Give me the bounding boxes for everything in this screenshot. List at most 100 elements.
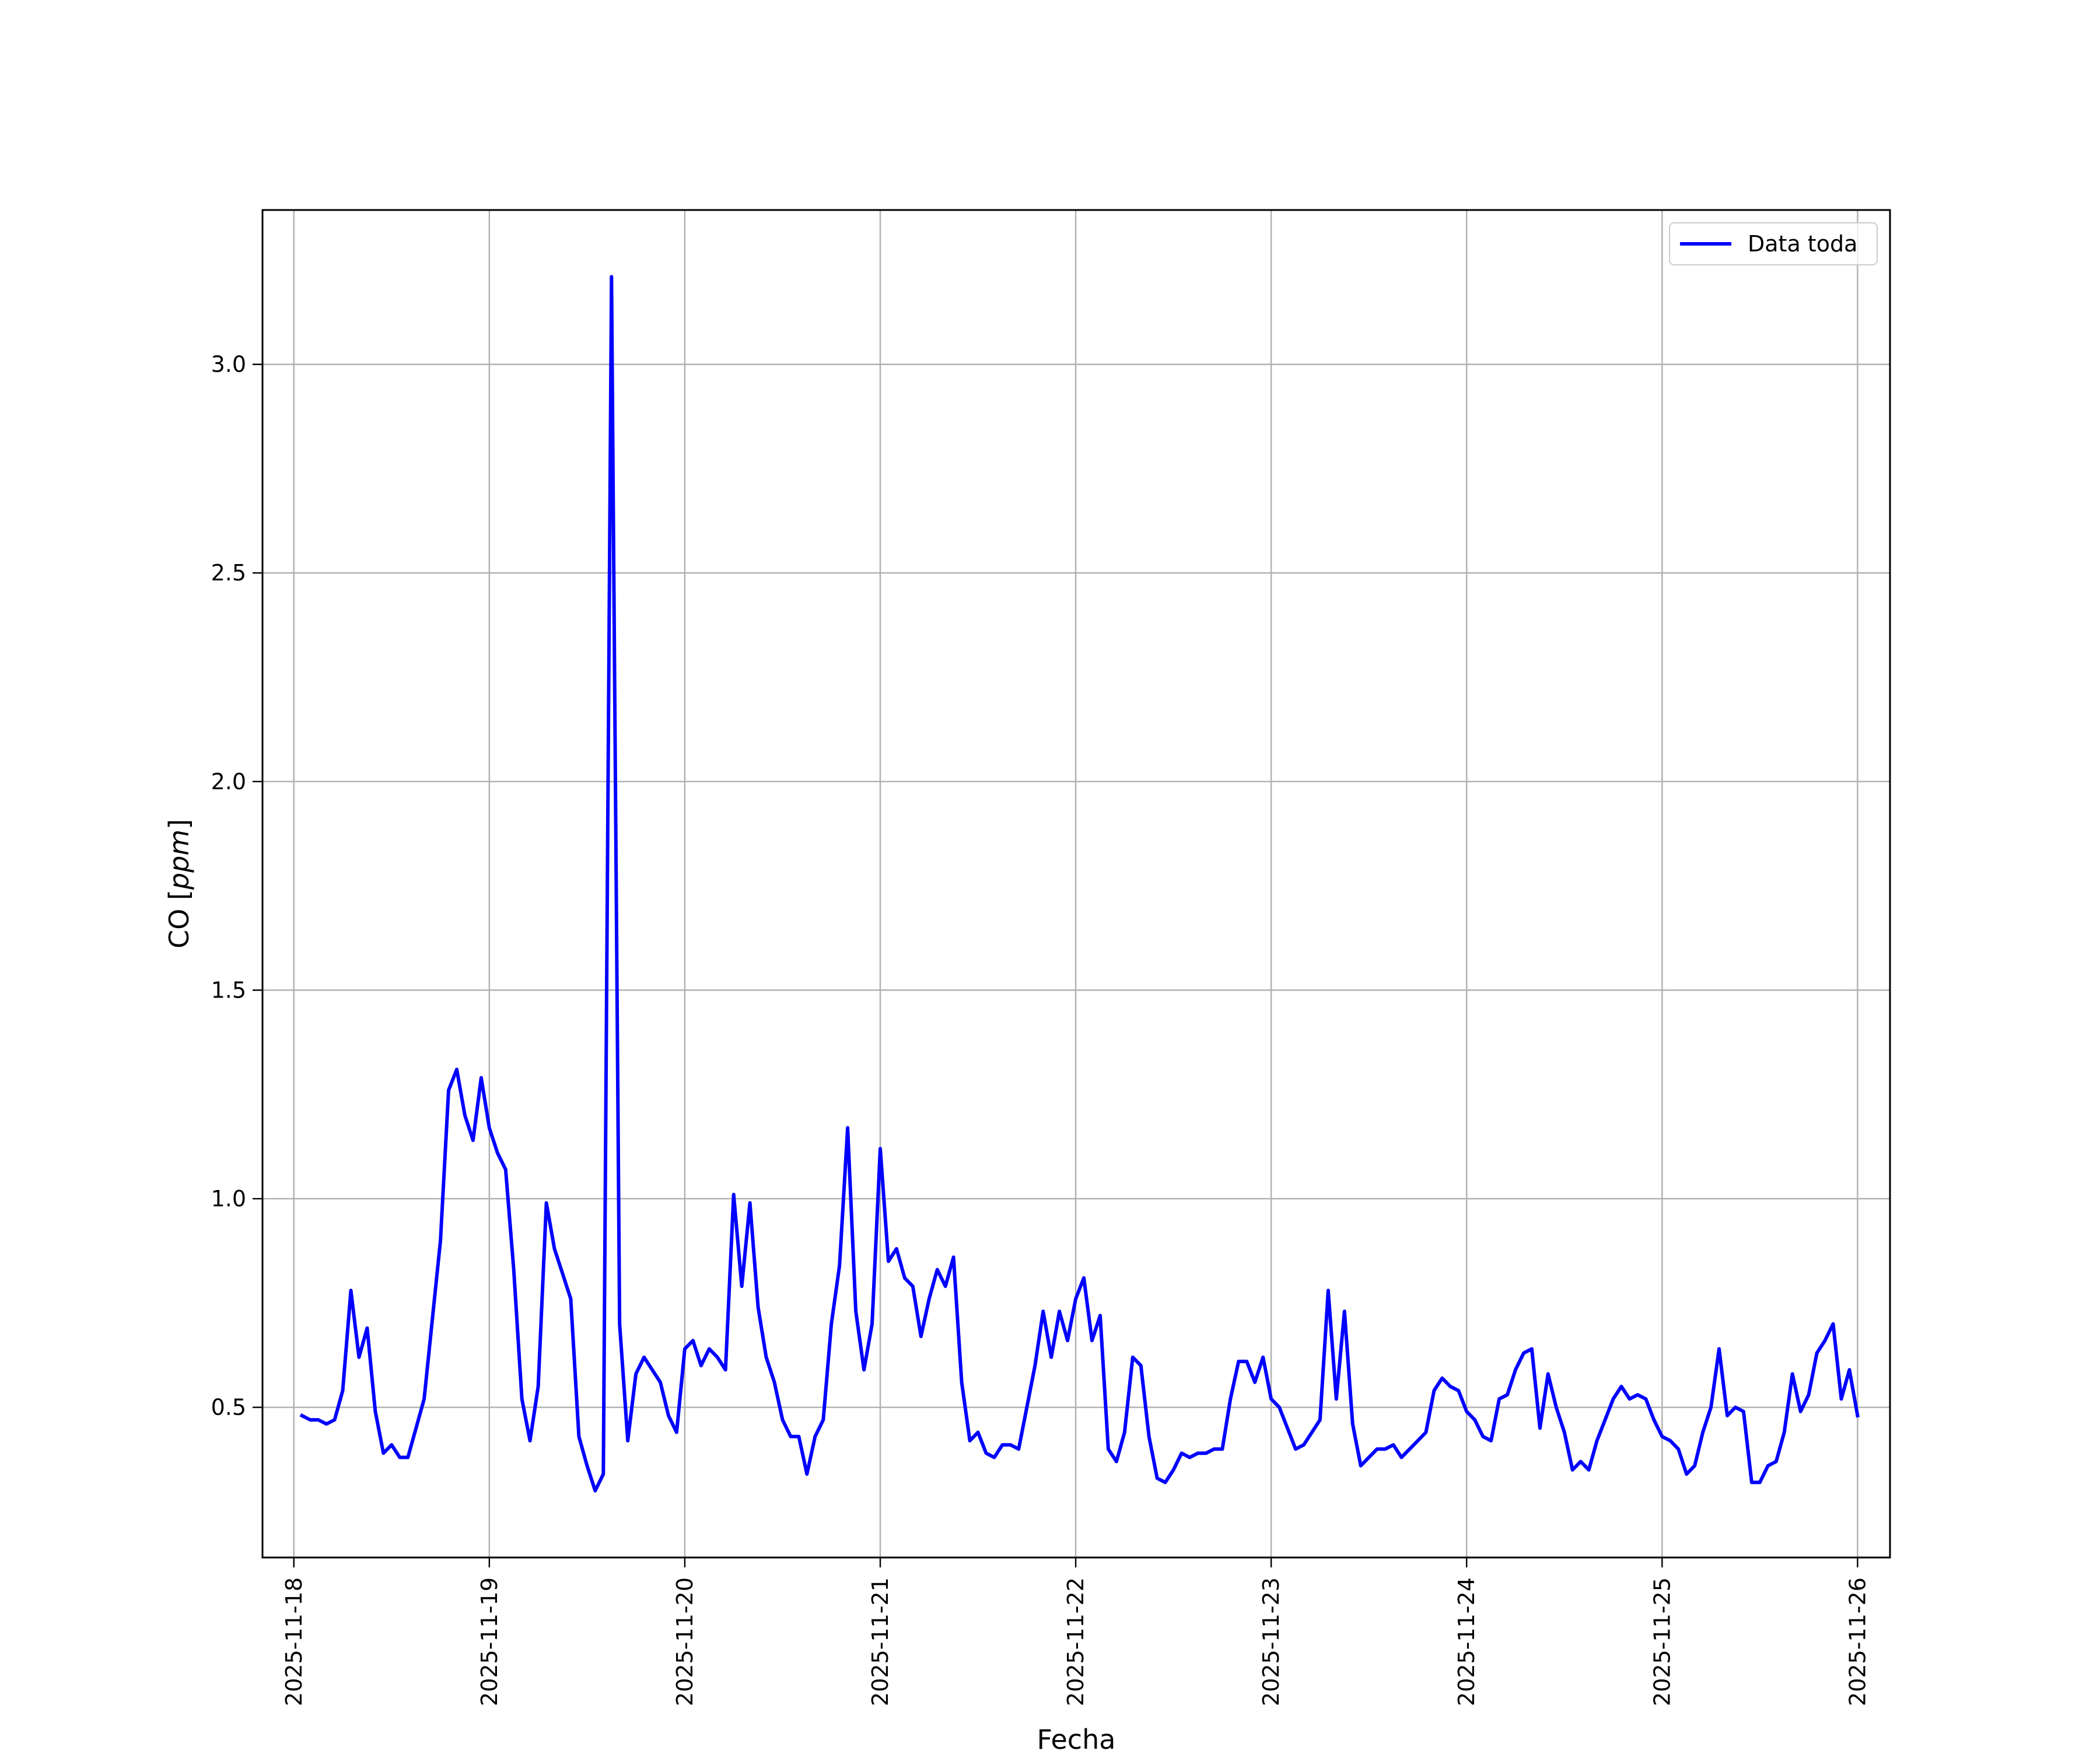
data-point: [1538, 1426, 1542, 1430]
data-point: [1530, 1347, 1534, 1350]
data-point: [862, 1368, 866, 1371]
data-point: [1115, 1460, 1118, 1464]
data-point: [757, 1306, 760, 1309]
data-point: [341, 1389, 345, 1392]
data-point: [593, 1489, 597, 1493]
data-point: [585, 1464, 589, 1468]
y-axis-label: CO [ppm]: [163, 819, 195, 949]
data-point: [1310, 1430, 1314, 1434]
y-tick-label: 2.0: [211, 769, 246, 794]
data-point: [903, 1276, 907, 1280]
x-tick-label: 2025-11-19: [477, 1577, 502, 1706]
data-point: [480, 1076, 483, 1080]
data-point: [1237, 1360, 1240, 1363]
data-point: [601, 1472, 605, 1476]
data-point: [1766, 1464, 1770, 1468]
data-point: [1660, 1435, 1664, 1438]
data-point: [911, 1284, 915, 1288]
data-point: [577, 1435, 580, 1438]
data-point: [642, 1356, 646, 1359]
ticks: 2025-11-18 2025-11-19 2025-11-20 2025-11-21…: [211, 352, 1871, 1706]
data-point: [1783, 1430, 1786, 1434]
data-point: [1840, 1397, 1843, 1401]
data-point: [1074, 1297, 1077, 1301]
data-point: [1041, 1310, 1045, 1313]
data-point: [789, 1435, 792, 1438]
data-point: [1497, 1397, 1501, 1401]
data-point: [667, 1414, 670, 1418]
data-point: [1807, 1393, 1811, 1396]
data-point: [968, 1439, 972, 1443]
data-point: [1832, 1322, 1835, 1326]
legend-label-data-toda: Data toda: [1748, 231, 1857, 257]
data-point: [716, 1356, 719, 1359]
data-point: [1799, 1410, 1803, 1413]
data-point: [1522, 1352, 1525, 1355]
data-point: [1392, 1443, 1395, 1447]
data-point: [765, 1356, 768, 1359]
data-point: [300, 1414, 304, 1418]
data-point: [1343, 1310, 1346, 1313]
data-point: [683, 1347, 687, 1350]
data-point: [1726, 1414, 1729, 1418]
data-point: [952, 1255, 956, 1259]
data-point: [1188, 1455, 1192, 1459]
data-point: [414, 1426, 418, 1430]
data-point: [349, 1289, 353, 1292]
data-point: [1205, 1451, 1208, 1455]
data-point: [504, 1168, 508, 1171]
data-point: [1465, 1410, 1468, 1413]
data-point: [708, 1347, 711, 1350]
data-point: [422, 1397, 426, 1401]
data-point: [1457, 1389, 1460, 1392]
data-point: [1546, 1372, 1550, 1376]
data-point: [1212, 1447, 1216, 1451]
data-point: [634, 1372, 638, 1376]
data-point: [1604, 1418, 1607, 1422]
data-point: [537, 1385, 540, 1388]
data-point: [390, 1443, 393, 1447]
data-point: [439, 1239, 442, 1242]
data-point: [1758, 1480, 1762, 1484]
data-point: [1742, 1410, 1745, 1413]
data-point: [1815, 1352, 1819, 1355]
data-point: [1612, 1397, 1615, 1401]
data-point: [317, 1418, 320, 1422]
data-point: [659, 1381, 662, 1384]
data-point: [430, 1318, 434, 1321]
data-point: [309, 1418, 312, 1422]
data-point: [1489, 1439, 1493, 1443]
data-point: [1506, 1393, 1509, 1396]
y-tick-label: 0.5: [211, 1395, 246, 1420]
data-point: [732, 1193, 736, 1196]
data-point: [977, 1430, 980, 1434]
y-tick-label: 1.0: [211, 1186, 246, 1212]
data-point: [830, 1322, 833, 1326]
data-point: [1245, 1360, 1248, 1363]
data-point: [960, 1381, 964, 1384]
data-point: [357, 1356, 360, 1359]
data-point: [1676, 1447, 1680, 1451]
data-point: [838, 1264, 841, 1267]
data-point: [650, 1368, 654, 1371]
x-tick-label: 2025-11-18: [281, 1577, 307, 1706]
data-point: [1408, 1447, 1412, 1451]
data-point: [1326, 1289, 1330, 1292]
data-point: [1587, 1468, 1591, 1472]
data-point: [1432, 1389, 1436, 1392]
data-point: [813, 1435, 817, 1438]
data-point: [1579, 1460, 1583, 1464]
data-point: [773, 1381, 776, 1384]
data-point: [406, 1455, 410, 1459]
data-point: [1164, 1480, 1167, 1484]
x-tick-label: 2025-11-20: [672, 1577, 698, 1706]
data-point: [1025, 1406, 1028, 1409]
series-line-data-toda: [299, 275, 1860, 1493]
data-point: [1009, 1443, 1012, 1447]
data-point: [1359, 1464, 1363, 1468]
data-point: [781, 1418, 785, 1422]
legend: Data toda: [1669, 222, 1878, 265]
data-point: [928, 1297, 931, 1301]
data-point: [1400, 1455, 1404, 1459]
y-axis-label-main: CO [: [163, 890, 195, 949]
